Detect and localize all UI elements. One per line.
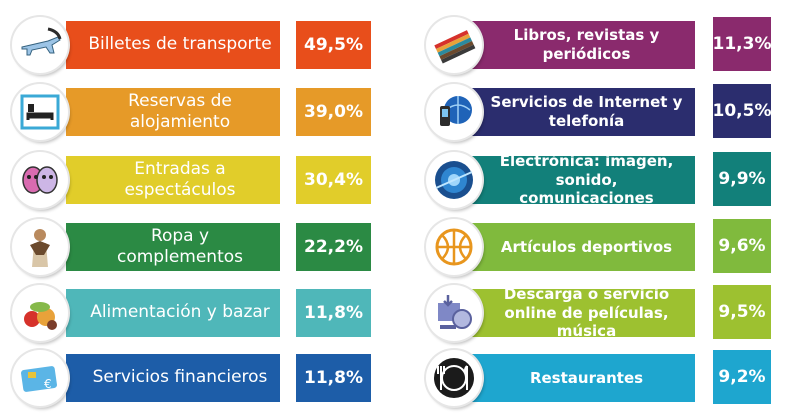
category-label: Restaurantes (464, 354, 695, 402)
category-row: Servicios financieros 11,8% € (0, 348, 400, 406)
category-row: Electrónica: imagen, sonido, comunicacio… (400, 150, 800, 208)
bed-icon (12, 84, 68, 140)
left-column: Billetes de transporte 49,5% Reservas de… (0, 15, 400, 406)
category-row: Descarga o servicio online de películas,… (400, 283, 800, 341)
category-label: Electrónica: imagen, sonido, comunicacio… (464, 152, 695, 207)
category-row: Servicios de Internet y telefonía 10,5% (400, 82, 800, 140)
electronics-icon (426, 152, 482, 208)
category-value: 10,5% (713, 84, 772, 138)
category-row: Alimentación y bazar 11,8% (0, 283, 400, 341)
category-label: Descarga o servicio online de películas,… (464, 285, 695, 340)
fashion-icon (12, 219, 68, 275)
category-label: Ropa y complementos (66, 223, 280, 271)
category-row: Restaurantes 9,2% (400, 348, 800, 406)
books-icon (426, 17, 482, 73)
category-label: Artículos deportivos (464, 223, 695, 271)
category-label: Servicios financieros (66, 354, 280, 402)
category-label: Billetes de transporte (66, 21, 280, 69)
category-label: Entradas a espectáculos (66, 156, 280, 204)
category-value: 9,6% (713, 219, 771, 273)
credit-card-icon: € (12, 350, 68, 406)
category-label: Reservas de alojamiento (66, 88, 280, 136)
category-value: 9,5% (713, 285, 771, 339)
food-icon (12, 285, 68, 341)
category-label: Servicios de Internet y telefonía (464, 88, 695, 136)
category-row: Libros, revistas y periódicos 11,3% (400, 15, 800, 73)
category-value: 9,9% (713, 152, 771, 206)
right-column: Libros, revistas y periódicos 11,3% Serv… (400, 0, 800, 419)
category-row: Billetes de transporte 49,5% (0, 15, 400, 73)
category-value: 22,2% (296, 223, 371, 271)
category-row: Entradas a espectáculos 30,4% (0, 150, 400, 208)
category-row: Ropa y complementos 22,2% (0, 217, 400, 275)
restaurant-icon (426, 350, 482, 406)
category-value: 11,8% (296, 289, 371, 337)
category-label: Libros, revistas y periódicos (464, 21, 695, 69)
theater-masks-icon (12, 152, 68, 208)
phone-globe-icon (426, 84, 482, 140)
category-row: Reservas de alojamiento 39,0% (0, 82, 400, 140)
category-value: 11,8% (296, 354, 371, 402)
category-label: Alimentación y bazar (66, 289, 280, 337)
category-value: 39,0% (296, 88, 371, 136)
airplane-icon (12, 17, 68, 73)
category-value: 30,4% (296, 156, 371, 204)
category-value: 49,5% (296, 21, 371, 69)
category-row: Artículos deportivos 9,6% (400, 217, 800, 275)
category-value: 11,3% (713, 17, 772, 71)
sports-ball-icon (426, 219, 482, 275)
download-media-icon (426, 285, 482, 341)
category-value: 9,2% (713, 350, 771, 404)
svg-text:€: € (44, 377, 52, 391)
